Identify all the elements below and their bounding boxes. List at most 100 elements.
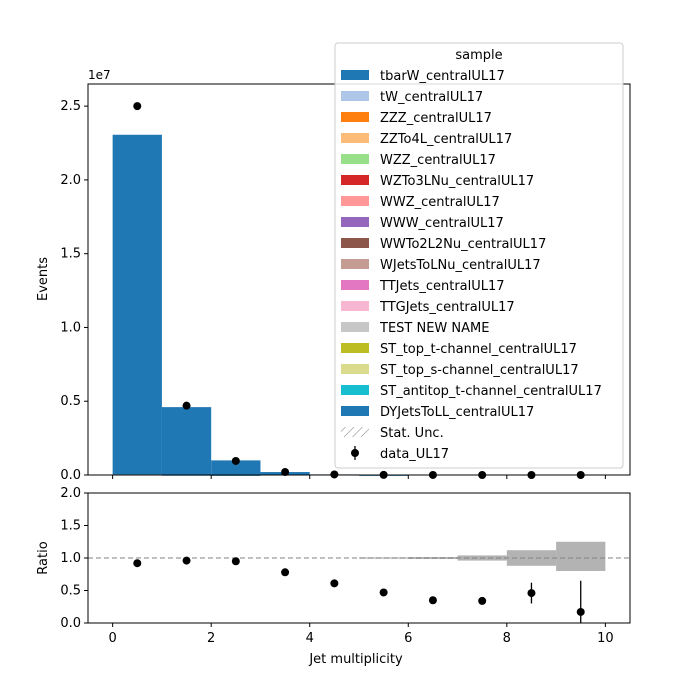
legend-entry-0: tbarW_centralUL17 (341, 69, 505, 84)
ratio-point-1 (182, 556, 191, 565)
ratio-point-5 (379, 588, 388, 597)
x-tick-label-5: 10 (597, 631, 614, 646)
x-tick-label-1: 2 (207, 631, 215, 646)
legend-label-13: ST_top_t-channel_centralUL17 (380, 342, 577, 357)
data-point-1 (182, 401, 191, 410)
ratio-point-9 (576, 607, 585, 616)
bar-DYJetsToLL_centralUL17-bin-1 (161, 407, 212, 475)
legend-entry-3: ZZTo4L_centralUL17 (341, 132, 512, 147)
data-point-4 (330, 470, 339, 479)
legend-swatch-8 (341, 238, 369, 248)
legend-entry-5: WZTo3LNu_centralUL17 (341, 174, 534, 189)
legend-label-5: WZTo3LNu_centralUL17 (380, 174, 534, 189)
data-point-0 (133, 102, 142, 111)
legend-entry-12: TEST NEW NAME (341, 321, 489, 336)
offset-label: 1e7 (88, 68, 111, 82)
data-point-2 (231, 456, 240, 465)
legend-label-8: WWTo2L2Nu_centralUL17 (380, 237, 546, 252)
legend-entry-2: ZZZ_centralUL17 (341, 111, 492, 126)
ratio-x-ticks: 0 2 4 6 8 10 (108, 623, 614, 646)
legend-swatch-2 (341, 112, 369, 122)
legend-entry-15: ST_antitop_t-channel_centralUL17 (341, 384, 602, 399)
legend-label-18: data_UL17 (380, 447, 449, 462)
ratio-point-0 (133, 559, 142, 568)
ratio-y-tick-label-1: 0.5 (60, 584, 81, 599)
main-y-tick-label-3: 1.5 (60, 247, 81, 262)
legend-swatch-15 (341, 385, 369, 395)
ratio-point-3 (281, 568, 290, 577)
legend-entry-10: TTJets_centralUL17 (341, 279, 505, 294)
ratio-point-7 (478, 596, 487, 605)
legend-label-14: ST_top_s-channel_centralUL17 (380, 363, 579, 378)
legend-label-15: ST_antitop_t-channel_centralUL17 (380, 384, 602, 399)
legend-box (334, 42, 624, 469)
data-point-3 (281, 468, 290, 477)
ratio-panel: 0.0 0.5 1.0 1.5 2.0 0 2 4 6 8 10 Ratio Jet multip… (36, 486, 631, 667)
legend-label-10: TTJets_centralUL17 (379, 279, 505, 294)
legend-entry-13: ST_top_t-channel_centralUL17 (341, 342, 577, 357)
x-tick-label-4: 8 (503, 631, 511, 646)
ratio-point-6 (428, 596, 437, 605)
legend-entry-1: tW_centralUL17 (341, 90, 483, 105)
legend-swatch-0 (341, 70, 369, 80)
unc-band-4 (556, 541, 606, 571)
legend-swatch-9 (341, 259, 369, 269)
x-tick-label-0: 0 (108, 631, 116, 646)
legend-label-4: WZZ_centralUL17 (380, 153, 496, 168)
ratio-y-tick-label-3: 1.5 (60, 519, 81, 534)
main-y-ticks: 0.0 0.5 1.0 1.5 2.0 2.5 (60, 99, 88, 483)
ratio-y-tick-label-4: 2.0 (60, 486, 81, 501)
legend-entry-8: WWTo2L2Nu_centralUL17 (341, 237, 546, 252)
legend-label-9: WJetsToLNu_centralUL17 (380, 258, 541, 273)
legend-entry-7: WWW_centralUL17 (341, 216, 504, 231)
legend-label-17: Stat. Unc. (380, 426, 444, 441)
main-x-ticks (112, 475, 606, 479)
bar-DYJetsToLL_centralUL17-bin-2 (211, 460, 261, 475)
legend-label-11: TTGJets_centralUL17 (379, 300, 515, 315)
stack-bars (112, 134, 409, 476)
main-y-tick-label-4: 2.0 (60, 173, 81, 188)
main-y-axis-label: Events (36, 257, 51, 301)
x-tick-label-2: 4 (306, 631, 314, 646)
legend-label-0: tbarW_centralUL17 (380, 69, 505, 84)
legend-entry-18: data_UL17 (351, 446, 449, 462)
legend-swatch-1 (341, 91, 369, 101)
ratio-y-ticks: 0.0 0.5 1.0 1.5 2.0 (60, 486, 88, 631)
legend-swatch-7 (341, 217, 369, 227)
legend-swatch-3 (341, 133, 369, 143)
legend-entry-17: Stat. Unc. (341, 426, 444, 441)
ratio-point-4 (330, 579, 339, 588)
bar-DYJetsToLL_centralUL17-bin-0 (112, 134, 162, 475)
legend-swatch-12 (341, 322, 369, 332)
legend-swatch-4 (341, 154, 369, 164)
unc-band-0 (359, 557, 409, 559)
legend-entry-14: ST_top_s-channel_centralUL17 (341, 363, 579, 378)
legend-label-1: tW_centralUL17 (380, 90, 483, 105)
x-tick-label-3: 6 (404, 631, 412, 646)
legend-entry-4: WZZ_centralUL17 (341, 153, 496, 168)
stat-unc-bands (359, 541, 606, 571)
legend-swatch-6 (341, 196, 369, 206)
legend-label-3: ZZTo4L_centralUL17 (380, 132, 512, 147)
ratio-point-2 (231, 557, 240, 566)
legend-label-12: TEST NEW NAME (379, 321, 489, 336)
main-y-tick-label-5: 2.5 (60, 99, 81, 114)
legend-swatch-14 (341, 364, 369, 374)
ratio-points (133, 556, 585, 623)
data-points (133, 102, 585, 479)
legend-swatch-13 (341, 343, 369, 353)
ratio-point-8 (527, 589, 536, 598)
legend-label-6: WWZ_centralUL17 (380, 195, 500, 210)
legend-entry-9: WJetsToLNu_centralUL17 (341, 258, 541, 273)
legend-label-16: DYJetsToLL_centralUL17 (380, 405, 534, 420)
legend-entry-16: DYJetsToLL_centralUL17 (341, 405, 534, 420)
legend-label-7: WWW_centralUL17 (380, 216, 504, 231)
main-panel: 0.0 0.5 1.0 1.5 2.0 2.5 1e7 Events (36, 68, 631, 483)
legend-entry-6: WWZ_centralUL17 (341, 195, 500, 210)
legend-marker-18 (351, 449, 359, 457)
x-axis-label: Jet multiplicity (308, 652, 403, 667)
legend-swatch-10 (341, 280, 369, 290)
ratio-y-axis-label: Ratio (36, 541, 51, 574)
main-y-tick-label-0: 0.0 (60, 468, 81, 483)
